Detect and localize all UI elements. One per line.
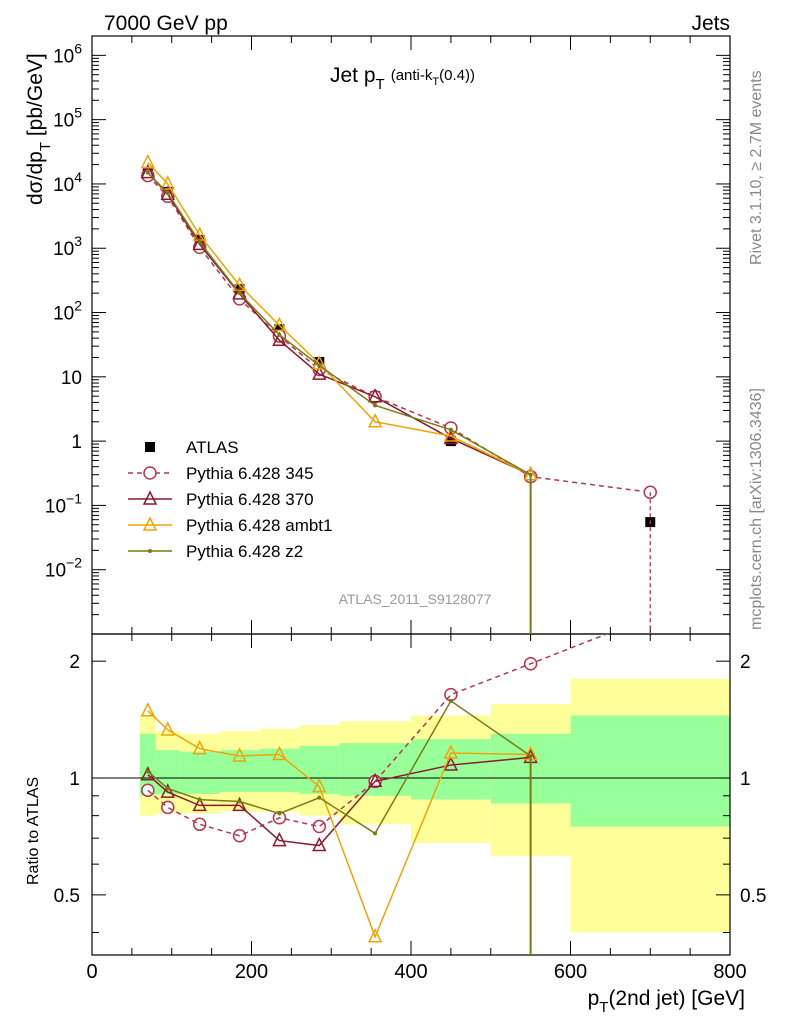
data-point xyxy=(232,796,247,812)
data-point xyxy=(197,240,202,245)
y-tick-label: 1 xyxy=(71,432,82,453)
ratio-y-tick-label: 1 xyxy=(69,769,80,790)
data-point xyxy=(277,332,282,337)
inner-band-bin xyxy=(179,751,220,794)
side-label-mcplots: mcplots.cern.ch [arXiv:1306.3436] xyxy=(748,388,765,630)
ratio-line xyxy=(147,699,532,835)
series-line xyxy=(147,172,531,476)
data-point xyxy=(317,363,322,368)
data-point xyxy=(312,819,327,834)
data-point xyxy=(272,331,287,347)
data-point xyxy=(142,490,158,505)
ratio-y-tick-label: 0.5 xyxy=(54,886,80,907)
data-point xyxy=(140,163,156,179)
ratio-line xyxy=(147,634,609,837)
y-tick-label: 10−2 xyxy=(45,555,82,582)
data-point xyxy=(272,831,287,847)
inner-band-bin xyxy=(570,715,730,827)
data-point xyxy=(234,284,245,295)
y-tick-label: 106 xyxy=(53,40,82,67)
series-line xyxy=(147,162,531,476)
ratio-y-tick-label: 2 xyxy=(69,652,80,673)
chart-title: Jet pT(anti-kT(0.4)) xyxy=(330,64,475,93)
data-point xyxy=(140,153,156,169)
y-tick-label: 104 xyxy=(53,169,82,196)
ratio-line xyxy=(147,756,531,847)
data-point xyxy=(237,291,242,296)
data-point xyxy=(272,316,287,332)
x-tick-label: 400 xyxy=(394,961,427,983)
inner-band-bin xyxy=(259,748,300,793)
legend-label: Pythia 6.428 345 xyxy=(186,464,314,483)
y-tick-label: 105 xyxy=(53,105,82,132)
data-point xyxy=(367,413,383,428)
data-point xyxy=(272,745,287,761)
data-point xyxy=(443,744,459,759)
data-point xyxy=(367,388,383,403)
data-point xyxy=(160,185,175,201)
data-point xyxy=(145,442,155,452)
ratio-line xyxy=(147,710,531,939)
ratio-clip xyxy=(147,634,609,955)
data-point xyxy=(142,516,158,531)
data-point xyxy=(160,783,175,798)
x-tick-label: 600 xyxy=(554,961,587,983)
legend-label: Pythia 6.428 z2 xyxy=(186,542,303,561)
legend: ATLAS Pythia 6.428 345 Pythia 6.428 370 Pyt… xyxy=(128,438,332,561)
header-right: Jets xyxy=(691,12,730,35)
inner-band-bin xyxy=(219,750,260,793)
legend-label: Pythia 6.428 ambt1 xyxy=(186,516,332,535)
data-point xyxy=(160,175,175,190)
data-point xyxy=(140,702,156,717)
data-point xyxy=(165,191,170,196)
x-tick-label: 800 xyxy=(713,961,746,983)
y-tick-label: 10−1 xyxy=(45,490,82,517)
data-point xyxy=(160,721,175,736)
data-point xyxy=(314,357,325,368)
ratio-y-tick-label-right: 0.5 xyxy=(740,886,766,907)
data-point xyxy=(232,285,247,300)
data-point xyxy=(192,235,207,251)
data-point xyxy=(448,427,453,432)
data-point xyxy=(443,427,459,442)
data-point xyxy=(192,817,207,832)
x-tick-label: 0 xyxy=(86,961,97,983)
y-tick-label: 10 xyxy=(61,368,82,389)
side-label-rivet: Rivet 3.1.10, ≥ 2.7M events xyxy=(748,70,765,265)
ratio-y-tick-label-right: 2 xyxy=(740,652,751,673)
data-point xyxy=(145,170,150,175)
ratio-y-tick-label-right: 1 xyxy=(740,769,751,790)
data-point xyxy=(274,324,285,335)
data-point xyxy=(373,403,378,408)
legend-label: ATLAS xyxy=(186,438,239,457)
data-point xyxy=(148,549,152,553)
x-axis-label: pT(2nd jet) [GeV] xyxy=(588,987,745,1016)
data-point xyxy=(312,365,327,380)
series-line xyxy=(147,172,531,476)
x-tick-label: 200 xyxy=(235,961,268,983)
y-tick-label: 102 xyxy=(53,298,82,325)
analysis-label: ATLAS_2011_S9128077 xyxy=(339,591,492,607)
ratio-uncertainty-bands xyxy=(139,678,730,933)
data-point xyxy=(232,276,247,292)
header-left: 7000 GeV pp xyxy=(104,12,228,35)
data-point xyxy=(143,466,157,480)
legend-label: Pythia 6.428 370 xyxy=(186,490,314,509)
tick-labels: 0 200 400 600 800 10−2 10−1 1 10 102 103 104 105 106 0… xyxy=(45,40,767,983)
ratio-y-axis-label: Ratio to ATLAS xyxy=(25,777,42,885)
data-point xyxy=(367,928,383,943)
y-axis-label: dσ/dpT [pb/GeV] xyxy=(24,53,54,205)
axes xyxy=(91,35,731,956)
data-point xyxy=(312,777,327,793)
y-tick-label: 103 xyxy=(53,233,82,260)
